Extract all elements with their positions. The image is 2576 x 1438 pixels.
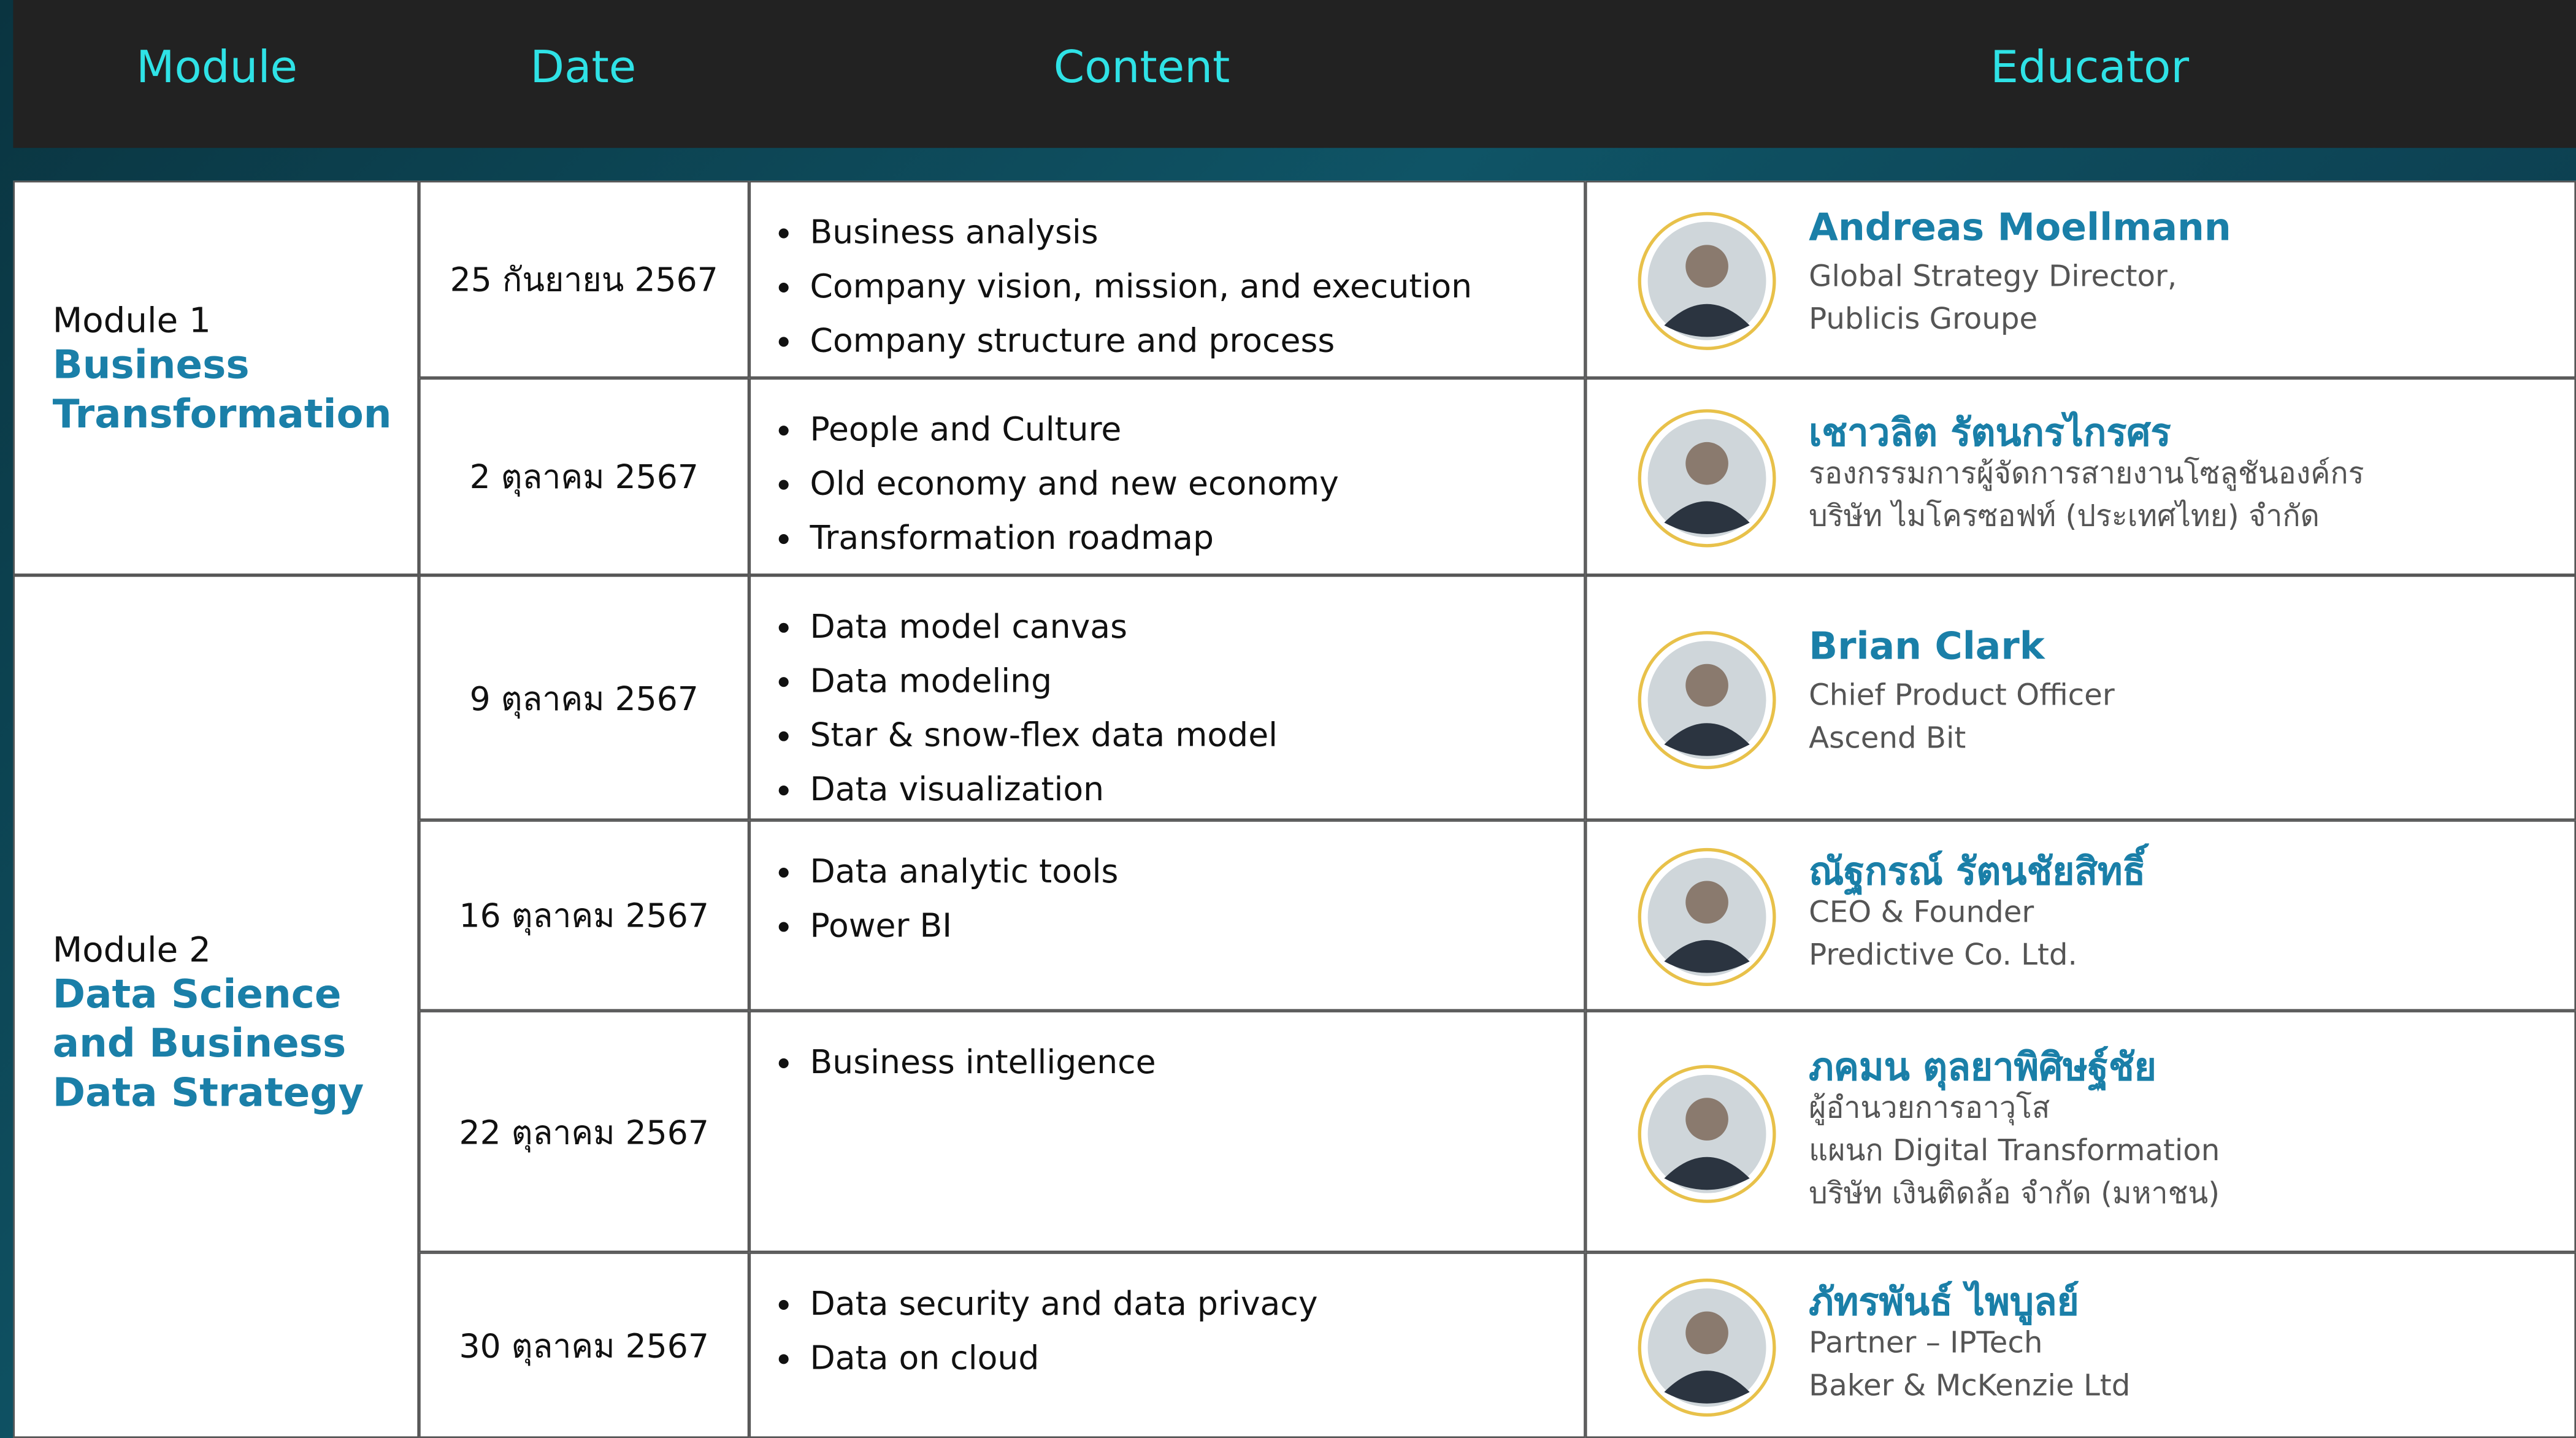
educator-cell: ภัทรพันธ์ ไพบูลย์ Partner – IPTech Baker &… (1585, 1252, 2576, 1438)
educator-title: Predictive Co. Ltd. (1809, 938, 2077, 973)
avatar (1638, 630, 1776, 768)
header-bar (13, 0, 2576, 148)
avatar (1638, 1277, 1776, 1416)
module-name: Business Transformation (52, 342, 392, 437)
topic: Data security and data privacy (810, 1277, 1584, 1331)
topic: Transformation roadmap (810, 511, 1584, 565)
module-cell: Module 2 Data Science and Business Data S… (13, 575, 420, 1438)
avatar (1638, 1064, 1776, 1203)
educator-name: ภัทรพันธ์ ไพบูลย์ (1809, 1282, 2079, 1325)
educator-title: ผู้อำนวยการอาวุโส (1809, 1090, 2050, 1125)
topic-list: Data security and data privacyData on cl… (751, 1254, 1584, 1385)
topic-list: Data model canvasData modelingStar & sno… (751, 577, 1584, 817)
topic-list: Business intelligence (751, 1012, 1584, 1090)
date: 16 ตุลาคม 2567 (459, 895, 709, 935)
topic: Data model canvas (810, 600, 1584, 654)
date-cell: 25 กันยายน 2567 (419, 180, 749, 378)
educator-title: แผนก Digital Transformation (1809, 1133, 2220, 1168)
date-cell: 2 ตุลาคม 2567 (419, 378, 749, 575)
educator-title: Global Strategy Director, (1809, 259, 2177, 294)
educator-name: ณัฐกรณ์ รัตนชัยสิทธิ์ (1809, 851, 2146, 894)
educator-cell: Andreas Moellmann Global Strategy Directo… (1585, 180, 2576, 378)
column-header: Date (530, 42, 637, 94)
educator-title: Chief Product Officer (1809, 678, 2115, 713)
educator-title: บริษัท ไมโครซอฟท์ (ประเทศไทย) จำกัด (1809, 499, 2320, 534)
avatar (1638, 409, 1776, 548)
topic: Data analytic tools (810, 845, 1584, 899)
date: 30 ตุลาคม 2567 (459, 1325, 709, 1365)
educator-name: เชาวลิต รัตนกรไกรศร (1809, 412, 2171, 456)
educator-title: Partner – IPTech (1809, 1326, 2043, 1361)
content-cell: Business intelligence (749, 1011, 1585, 1253)
content-cell: People and CultureOld economy and new ec… (749, 378, 1585, 575)
educator-name: Brian Clark (1809, 625, 2045, 668)
educator-title: CEO & Founder (1809, 895, 2034, 930)
avatar (1638, 847, 1776, 987)
topic: Data modeling (810, 654, 1584, 708)
topic: Company vision, mission, and execution (810, 259, 1584, 313)
content-cell: Business analysisCompany vision, mission… (749, 180, 1585, 378)
topic: Star & snow-flex data model (810, 708, 1584, 762)
educator-cell: Brian Clark Chief Product Officer Ascend B… (1585, 575, 2576, 820)
date: 2 ตุลาคม 2567 (469, 457, 699, 497)
topic-list: People and CultureOld economy and new ec… (751, 380, 1584, 565)
date-cell: 9 ตุลาคม 2567 (419, 575, 749, 820)
date: 22 ตุลาคม 2567 (459, 1112, 709, 1152)
topic: Old economy and new economy (810, 457, 1584, 511)
content-cell: Data model canvasData modelingStar & sno… (749, 575, 1585, 820)
educator-title: Baker & McKenzie Ltd (1809, 1369, 2131, 1404)
column-header: Educator (1990, 42, 2190, 94)
module-text: Module 1 Business Transformation (53, 300, 406, 438)
educator-title: บริษัท เงินติดล้อ จำกัด (มหาชน) (1809, 1176, 2220, 1210)
content-cell: Data security and data privacyData on cl… (749, 1252, 1585, 1438)
module-name: Data Science and Business Data Strategy (52, 970, 364, 1115)
module-label: Module 2 (52, 929, 211, 969)
module-label: Module 1 (52, 300, 211, 340)
educator-title: Publicis Groupe (1809, 302, 2038, 337)
avatar (1638, 212, 1776, 350)
module-text: Module 2 Data Science and Business Data S… (53, 930, 406, 1117)
topic: Business analysis (810, 205, 1584, 259)
educator-title: รองกรรมการผู้จัดการสายงานโซลูชันองค์กร (1809, 457, 2364, 492)
date-cell: 30 ตุลาคม 2567 (419, 1252, 749, 1438)
date-cell: 16 ตุลาคม 2567 (419, 820, 749, 1011)
topic: Power BI (810, 899, 1584, 953)
column-header: Content (1053, 42, 1230, 94)
date: 25 กันยายน 2567 (450, 259, 718, 299)
educator-name: ภคมน ตุลยาพิศิษฐ์ชัย (1809, 1046, 2156, 1089)
topic-list: Business analysisCompany vision, mission… (751, 182, 1584, 368)
date: 9 ตุลาคม 2567 (469, 678, 699, 717)
educator-cell: ภคมน ตุลยาพิศิษฐ์ชัย ผู้อำนวยการอาวุโสแผน… (1585, 1011, 2576, 1253)
educator-cell: ณัฐกรณ์ รัตนชัยสิทธิ์ CEO & Founder Predic… (1585, 820, 2576, 1011)
content-cell: Data analytic toolsPower BI (749, 820, 1585, 1011)
topic: Business intelligence (810, 1035, 1584, 1089)
date-cell: 22 ตุลาคม 2567 (419, 1011, 749, 1253)
educator-name: Andreas Moellmann (1809, 207, 2231, 250)
column-header: Module (136, 42, 298, 94)
topic: Data visualization (810, 763, 1584, 817)
topic: People and Culture (810, 403, 1584, 457)
topic: Company structure and process (810, 314, 1584, 368)
educator-cell: เชาวลิต รัตนกรไกรศร รองกรรมการผู้จัดการสา… (1585, 378, 2576, 575)
topic: Data on cloud (810, 1331, 1584, 1385)
educator-title: Ascend Bit (1809, 721, 1966, 755)
module-cell: Module 1 Business Transformation (13, 180, 420, 575)
topic-list: Data analytic toolsPower BI (751, 822, 1584, 953)
